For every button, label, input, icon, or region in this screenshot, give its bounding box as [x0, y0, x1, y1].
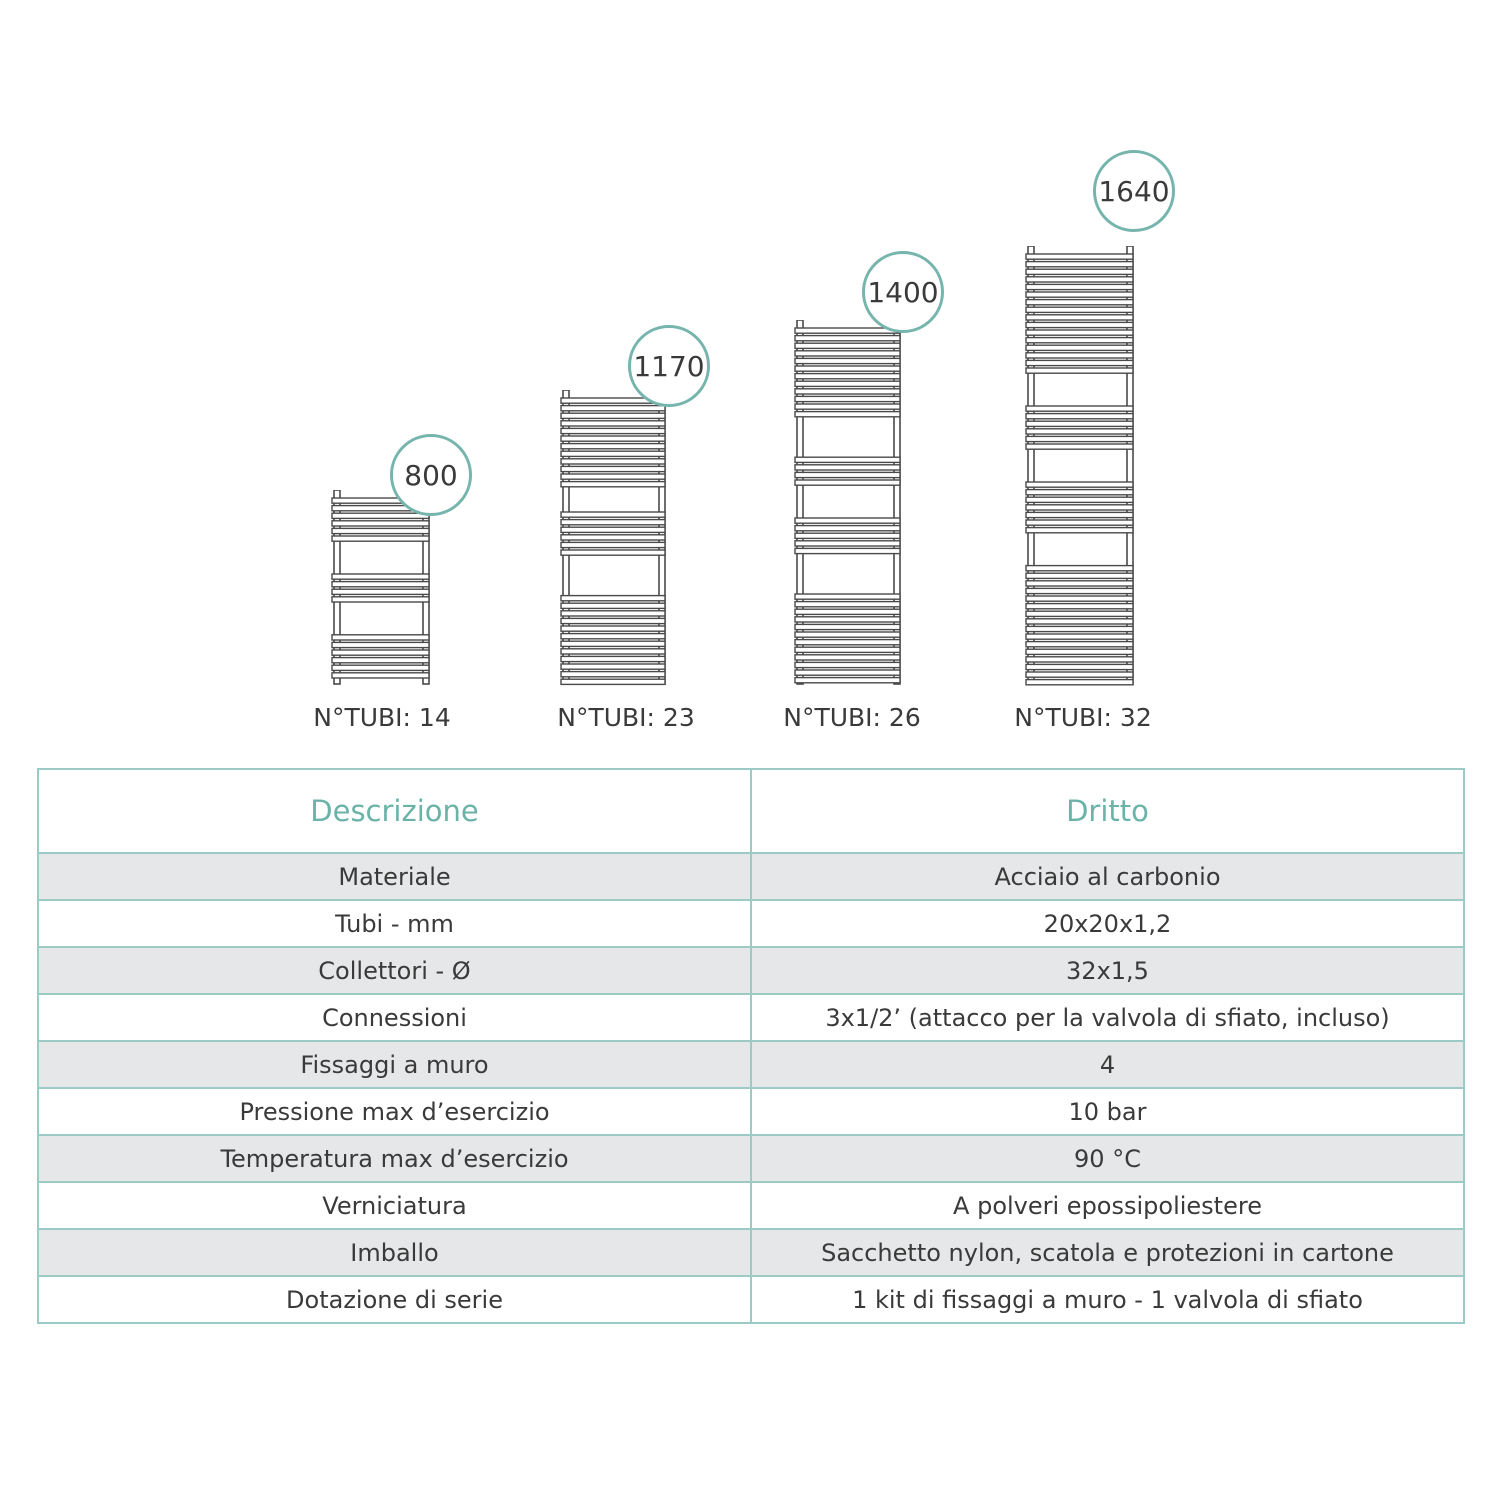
height-badge: 1400: [862, 251, 944, 333]
table-row: Imballo Sacchetto nylon, scatola e protez…: [37, 1228, 1465, 1277]
spec-value: 10 bar: [750, 1087, 1465, 1136]
spec-value: 32x1,5: [750, 946, 1465, 995]
spec-value: 4: [750, 1040, 1465, 1089]
spec-value: 90 °C: [750, 1134, 1465, 1183]
spec-label: Temperatura max d’esercizio: [37, 1134, 752, 1183]
height-badge: 1170: [628, 325, 710, 407]
radiator-illustration: [794, 320, 901, 685]
header-dritto: Dritto: [750, 768, 1465, 854]
spec-label: Fissaggi a muro: [37, 1040, 752, 1089]
spec-value: A polveri epossipoliestere: [750, 1181, 1465, 1230]
spec-value: Sacchetto nylon, scatola e protezioni in…: [750, 1228, 1465, 1277]
table-row: Materiale Acciaio al carbonio: [37, 852, 1465, 901]
radiator-illustration: [1025, 246, 1134, 686]
table-row: Temperatura max d’esercizio 90 °C: [37, 1134, 1465, 1183]
spec-table: Descrizione Dritto Materiale Acciaio al c…: [37, 768, 1465, 1324]
tubes-count-label: N°TUBI: 14: [313, 703, 451, 732]
spec-label: Connessioni: [37, 993, 752, 1042]
spec-label: Imballo: [37, 1228, 752, 1277]
table-header-row: Descrizione Dritto: [37, 768, 1465, 854]
radiator-illustration: [331, 490, 430, 685]
spec-value: Acciaio al carbonio: [750, 852, 1465, 901]
table-row: Pressione max d’esercizio 10 bar: [37, 1087, 1465, 1136]
height-badge: 800: [390, 434, 472, 516]
spec-label: Collettori - Ø: [37, 946, 752, 995]
spec-value: 1 kit di fissaggi a muro - 1 valvola di …: [750, 1275, 1465, 1324]
table-row: Collettori - Ø 32x1,5: [37, 946, 1465, 995]
spec-label: Verniciatura: [37, 1181, 752, 1230]
tubes-count-label: N°TUBI: 32: [1014, 703, 1152, 732]
spec-value: 20x20x1,2: [750, 899, 1465, 948]
table-row: Connessioni 3x1/2’ (attacco per la valvol…: [37, 993, 1465, 1042]
radiator-illustration: [560, 390, 666, 686]
spec-value: 3x1/2’ (attacco per la valvola di sfiato…: [750, 993, 1465, 1042]
tubes-count-label: N°TUBI: 26: [783, 703, 921, 732]
table-row: Tubi - mm 20x20x1,2: [37, 899, 1465, 948]
tubes-count-label: N°TUBI: 23: [557, 703, 695, 732]
height-badge: 1640: [1093, 150, 1175, 232]
spec-label: Tubi - mm: [37, 899, 752, 948]
table-row: Verniciatura A polveri epossipoliestere: [37, 1181, 1465, 1230]
spec-label: Pressione max d’esercizio: [37, 1087, 752, 1136]
header-descrizione: Descrizione: [37, 768, 752, 854]
table-row: Fissaggi a muro 4: [37, 1040, 1465, 1089]
spec-label: Materiale: [37, 852, 752, 901]
spec-label: Dotazione di serie: [37, 1275, 752, 1324]
table-row: Dotazione di serie 1 kit di fissaggi a mu…: [37, 1275, 1465, 1324]
